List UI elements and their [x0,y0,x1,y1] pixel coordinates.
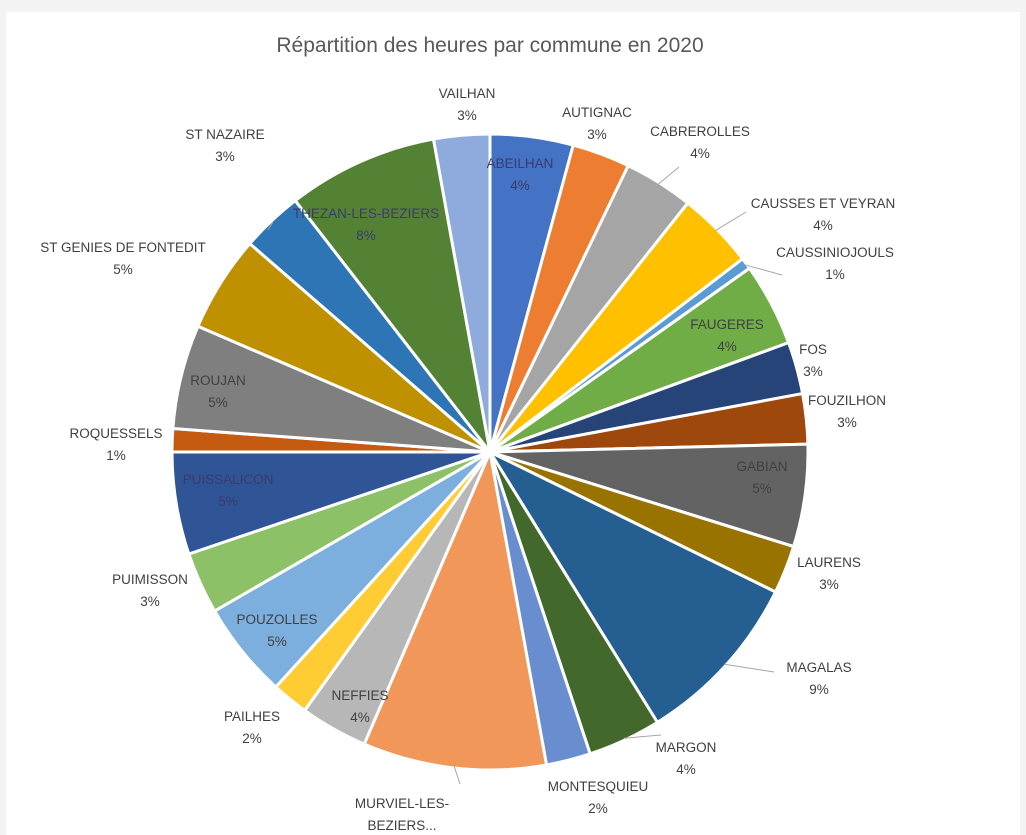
leader-line-caussiniojouls [744,264,783,276]
chart-title: Répartition des heures par commune en 20… [276,34,703,57]
leader-line-murviel-les-beziers [453,765,461,785]
leader-line-magalas [724,663,775,673]
chart-area: Répartition des heures par commune en 20… [6,12,1020,835]
slice-label-thezan-les-beziers: THEZAN-LES-BEZIERS 8% [293,206,439,243]
slice-label-pouzolles: POUZOLLES 5% [236,612,317,649]
slice-label-causses-et-veyran: CAUSSES ET VEYRAN 4% [751,196,896,233]
slice-label-st-genies-de-fontedit: ST GENIES DE FONTEDIT 5% [40,240,206,277]
slice-label-puimisson: PUIMISSON 3% [112,572,188,609]
slice-label-fouzilhon: FOUZILHON 3% [808,393,886,430]
pie-slice-vailhan [431,132,492,453]
pie-slice-murviel-les-beziers [362,446,549,772]
leader-line-st-nazaire [267,222,274,231]
pie-chart: Répartition des heures par commune en 20… [40,34,895,833]
slice-label-magalas: MAGALAS 9% [786,660,851,697]
pie-slice-magalas [485,448,778,725]
slice-label-abeilhan: ABEILHAN 4% [487,156,554,193]
slice-label-pailhes: PAILHES 2% [224,709,280,746]
pie-slice-thezan-les-beziers [293,137,492,453]
slice-label-margon: MARGON 4% [656,740,717,777]
slice-label-vailhan: VAILHAN 3% [439,86,496,123]
slice-label-murviel-les-beziers: MURVIEL-LES-BEZIERS... [355,796,449,833]
slice-label-cabrerolles: CABREROLLES 4% [650,124,750,161]
slice-label-gabian: GABIAN 5% [736,459,787,496]
slice-label-puissalicon: PUISSALICON 5% [183,472,274,509]
slice-label-fos: FOS 3% [799,342,827,379]
slice-label-faugeres: FAUGERES 4% [690,317,764,354]
slice-labels: ABEILHAN 4%AUTIGNAC 3% CABREROLLES 4%CAUSSES… [40,86,895,833]
leader-line-causses-et-veyran [715,211,747,232]
slice-label-caussiniojouls: CAUSSINIOJOULS 1% [776,245,894,282]
slice-label-roquessels: ROQUESSELS 1% [69,426,162,463]
leader-line-cabrerolles [657,166,680,185]
slice-label-roujan: ROUJAN 5% [190,373,246,410]
leader-lines [267,166,783,785]
slice-label-montesquieu: MONTESQUIEU 2% [548,779,649,816]
pie-slices [170,132,810,772]
leader-line-margon [623,734,662,739]
slice-label-st-nazaire: ST NAZAIRE 3% [185,127,264,164]
slice-label-laurens: LAURENS 3% [797,555,861,592]
slice-label-autignac: AUTIGNAC 3% [562,105,632,142]
slice-label-neffies: NEFFIES 4% [331,688,388,725]
